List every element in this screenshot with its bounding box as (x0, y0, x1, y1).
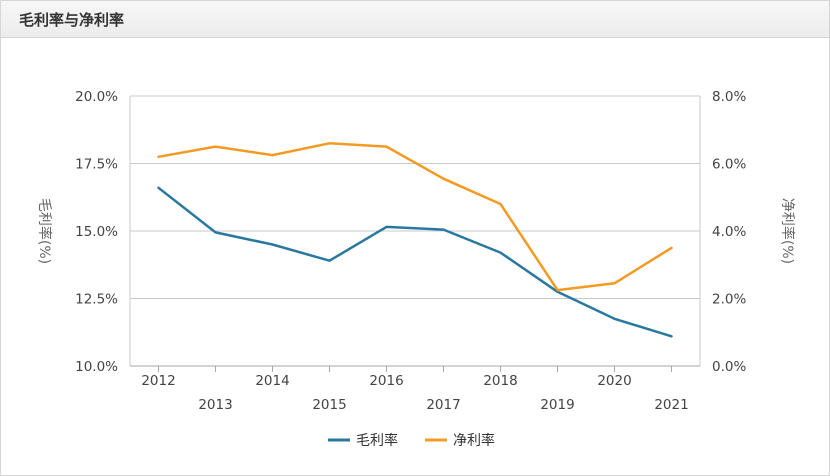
series-line-gross-margin (157, 186, 673, 338)
y-right-tick-label: 8.0% (712, 89, 746, 105)
panel-title: 毛利率与净利率 (19, 11, 125, 29)
y-right-tick-label: 2.0% (712, 292, 746, 308)
y-right-tick-label: 6.0% (712, 157, 746, 173)
x-tick-label: 2016 (369, 373, 403, 389)
x-tick-label: 2017 (426, 397, 460, 413)
y-right-tick-label: 0.0% (712, 359, 746, 375)
x-tick-label: 2019 (540, 397, 574, 413)
x-tick-label: 2012 (141, 373, 175, 389)
y-left-tick-label: 17.5% (75, 157, 118, 173)
y-left-tick-label: 15.0% (75, 224, 118, 240)
series-line-net-margin (157, 142, 673, 292)
legend-label: 毛利率 (356, 432, 398, 449)
x-tick-label: 2013 (198, 397, 232, 413)
x-tick-label: 2018 (483, 373, 517, 389)
y-right-axis-title: 净利率(%) (779, 198, 796, 264)
y-left-tick-label: 20.0% (75, 89, 118, 105)
y-left-tick-label: 12.5% (75, 292, 118, 308)
x-tick-label: 2021 (654, 397, 688, 413)
y-left-tick-label: 10.0% (75, 359, 118, 375)
panel-header: 毛利率与净利率 (1, 1, 829, 38)
y-left-axis-title: 毛利率(%) (36, 198, 53, 264)
y-right-tick-label: 4.0% (712, 224, 746, 240)
x-tick-label: 2020 (597, 373, 631, 389)
x-tick-label: 2014 (255, 373, 289, 389)
legend-label: 净利率 (453, 432, 495, 449)
x-tick-label: 2015 (312, 397, 346, 413)
